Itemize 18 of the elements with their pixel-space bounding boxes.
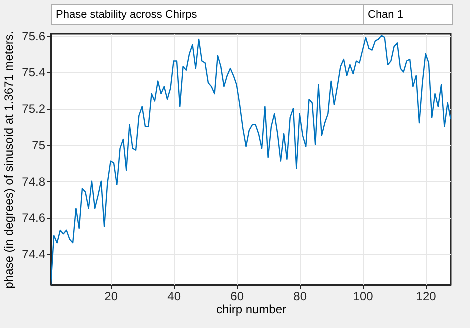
y-tick-label: 75 [32, 138, 46, 152]
y-axis-title: phase (in degrees) of sinusoid at 1.3671 meters. [2, 31, 16, 289]
x-tick-label: 120 [416, 290, 437, 304]
text: Chan 1 [368, 9, 404, 21]
text: Phase stability across Chirps [56, 9, 198, 21]
y-tick-label: 74.4 [22, 248, 46, 262]
line-series [51, 35, 451, 285]
y-tick-label: 75.4 [22, 66, 46, 80]
x-tick-label: 80 [294, 290, 308, 304]
x-axis-title: chirp number [216, 302, 287, 316]
x-tick-label: 100 [353, 290, 374, 304]
y-tick-label: 74.8 [22, 174, 46, 189]
y-tick-label: 75.6 [22, 29, 46, 44]
x-tick-label: 40 [168, 290, 182, 304]
x-tick-label: 20 [104, 290, 118, 304]
x-tick-label: 60 [230, 290, 244, 304]
y-tick-label: 75.2 [22, 102, 46, 116]
y-tick-label: 74.6 [22, 211, 46, 226]
